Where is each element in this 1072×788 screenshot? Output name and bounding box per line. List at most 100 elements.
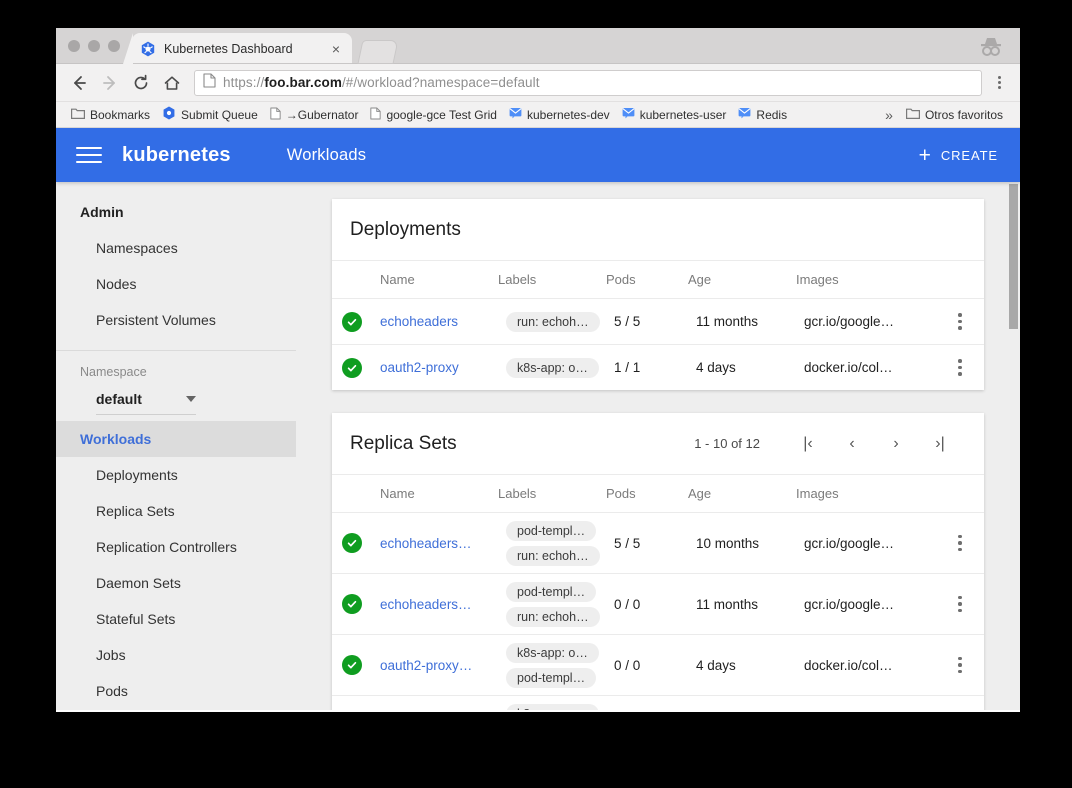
deployments-table-body: echoheaders run: echoh… 5 / 5 11 months …: [332, 298, 984, 391]
cell-images: gcr.io/google…: [796, 298, 936, 345]
sidebar-item-stateful-sets[interactable]: Stateful Sets: [96, 611, 176, 627]
cell-name: oauth2-proxy…: [380, 634, 498, 696]
sidebar-item-workloads[interactable]: Workloads: [56, 421, 296, 457]
cell-name: echoheaders…: [380, 512, 498, 574]
pods-value: 5 / 5: [614, 314, 641, 329]
bookmarks-overflow-button[interactable]: »: [885, 106, 893, 123]
page-title: Workloads: [286, 145, 367, 164]
sidebar-item-pods[interactable]: Pods: [96, 683, 128, 699]
scrollbar-thumb[interactable]: [1009, 184, 1018, 329]
create-button[interactable]: + CREATE: [919, 145, 998, 166]
column-images[interactable]: Images: [796, 475, 936, 513]
browser-tab[interactable]: Kubernetes Dashboard ×: [123, 33, 352, 64]
sidebar-item-deployments[interactable]: Deployments: [96, 467, 178, 483]
cell-menu: [936, 573, 984, 635]
close-window-button[interactable]: [68, 40, 80, 52]
status-ok-icon: [342, 655, 362, 675]
replica-sets-title: Replica Sets: [350, 432, 457, 454]
sidebar-item-replication-controllers[interactable]: Replication Controllers: [96, 539, 237, 555]
column-pods[interactable]: Pods: [606, 475, 688, 513]
new-tab-button[interactable]: [357, 40, 399, 64]
forward-arrow-icon[interactable]: [97, 70, 123, 96]
address-bar[interactable]: https://foo.bar.com/#/workload?namespace…: [194, 69, 982, 96]
column-age[interactable]: Age: [688, 475, 796, 513]
bookmark-item[interactable]: →Gubernator: [265, 105, 366, 125]
cell-status: [332, 345, 380, 391]
kubernetes-icon: [140, 41, 156, 57]
namespace-dropdown[interactable]: default: [96, 391, 196, 415]
label-chip: pod-templ…: [506, 581, 597, 602]
row-menu-icon[interactable]: [936, 656, 984, 674]
sidebar-item-nodes[interactable]: Nodes: [96, 276, 137, 292]
table-row[interactable]: oauth2-proxy… k8s-app: o… pod-templ… 0 /…: [332, 696, 984, 710]
row-menu-icon[interactable]: [936, 534, 984, 552]
table-row[interactable]: oauth2-proxy… k8s-app: o… pod-templ… 0 /…: [332, 634, 984, 696]
namespace-selected-value: default: [96, 391, 142, 407]
replica-sets-card-header: Replica Sets 1 - 10 of 12 |‹ ‹ › ›|: [332, 413, 984, 475]
hamburger-icon[interactable]: [76, 142, 102, 168]
status-ok-icon: [342, 311, 362, 332]
bookmark-item[interactable]: kubernetes-dev: [504, 105, 617, 124]
bookmark-item[interactable]: Bookmarks: [66, 105, 157, 124]
bookmark-label: Otros favoritos: [924, 107, 1003, 122]
cell-pods: 5 / 5: [606, 512, 688, 574]
pagination-first-button[interactable]: |‹: [803, 434, 813, 452]
bookmark-folder-other[interactable]: Otros favoritos: [901, 105, 1010, 124]
brand-logo-text[interactable]: kubernetes: [122, 143, 231, 166]
pagination: 1 - 10 of 12 |‹ ‹ › ›|: [694, 434, 962, 452]
bookmark-item[interactable]: Redis: [733, 105, 794, 124]
cell-pods: 1 / 1: [606, 345, 688, 391]
bookmark-item[interactable]: kubernetes-user: [617, 105, 734, 124]
back-arrow-icon[interactable]: [66, 70, 92, 96]
reload-icon[interactable]: [128, 70, 154, 96]
column-name[interactable]: Name: [380, 261, 498, 299]
row-menu-icon[interactable]: [936, 313, 984, 330]
sidebar-item-namespaces[interactable]: Namespaces: [96, 240, 178, 256]
row-menu-icon[interactable]: [936, 595, 984, 613]
minimize-window-button[interactable]: [88, 40, 100, 52]
browser-menu-icon[interactable]: [988, 76, 1010, 89]
sidebar-item-jobs[interactable]: Jobs: [96, 647, 126, 663]
column-age[interactable]: Age: [688, 261, 796, 299]
sidebar-item-daemon-sets[interactable]: Daemon Sets: [96, 575, 181, 591]
column-menu: [936, 261, 984, 299]
home-icon[interactable]: [159, 70, 185, 96]
incognito-icon: [976, 34, 1006, 60]
column-labels[interactable]: Labels: [498, 261, 606, 299]
cell-images: gcr.io/google…: [796, 512, 936, 574]
pods-value: 1 / 1: [614, 360, 641, 375]
bookmark-item[interactable]: google-gce Test Grid: [365, 105, 504, 125]
resource-link[interactable]: oauth2-proxy…: [380, 657, 473, 673]
browser-toolbar: https://foo.bar.com/#/workload?namespace…: [56, 64, 1020, 102]
resource-link[interactable]: echoheaders…: [380, 596, 472, 612]
maximize-window-button[interactable]: [108, 40, 120, 52]
table-row[interactable]: echoheaders… pod-templ… run: echoh… 0 / …: [332, 573, 984, 635]
sidebar-item-replica-sets[interactable]: Replica Sets: [96, 503, 175, 519]
cell-age: 11 months: [688, 573, 796, 635]
sidebar-item-persistent-volumes[interactable]: Persistent Volumes: [96, 312, 216, 328]
bookmark-item[interactable]: Submit Queue: [157, 104, 265, 125]
content-scrollbar[interactable]: [1008, 182, 1020, 710]
label-chip: k8s-app: o…: [506, 642, 599, 663]
column-images[interactable]: Images: [796, 261, 936, 299]
column-name[interactable]: Name: [380, 475, 498, 513]
pagination-last-button[interactable]: ›|: [935, 434, 945, 452]
pagination-next-button[interactable]: ›: [893, 434, 899, 452]
column-pods[interactable]: Pods: [606, 261, 688, 299]
row-menu-icon[interactable]: [936, 359, 984, 376]
images-value: docker.io/col…: [804, 360, 893, 375]
table-row[interactable]: echoheaders… pod-templ… run: echoh… 5 / …: [332, 512, 984, 574]
namespace-label: Namespace: [80, 365, 147, 379]
resource-link[interactable]: oauth2-proxy: [380, 360, 459, 375]
cell-age: 11 months: [688, 298, 796, 345]
resource-link[interactable]: echoheaders…: [380, 535, 472, 551]
browser-window: Kubernetes Dashboard ×: [56, 28, 1020, 712]
resource-link[interactable]: echoheaders: [380, 314, 459, 329]
cell-images: gcr.io/google…: [796, 573, 936, 635]
table-row[interactable]: oauth2-proxy k8s-app: o… 1 / 1 4 days do…: [332, 345, 984, 391]
close-icon[interactable]: ×: [331, 40, 340, 57]
table-row[interactable]: echoheaders run: echoh… 5 / 5 11 months …: [332, 298, 984, 345]
cell-images: docker.io/col…: [796, 345, 936, 391]
pagination-prev-button[interactable]: ‹: [849, 434, 855, 452]
column-labels[interactable]: Labels: [498, 475, 606, 513]
